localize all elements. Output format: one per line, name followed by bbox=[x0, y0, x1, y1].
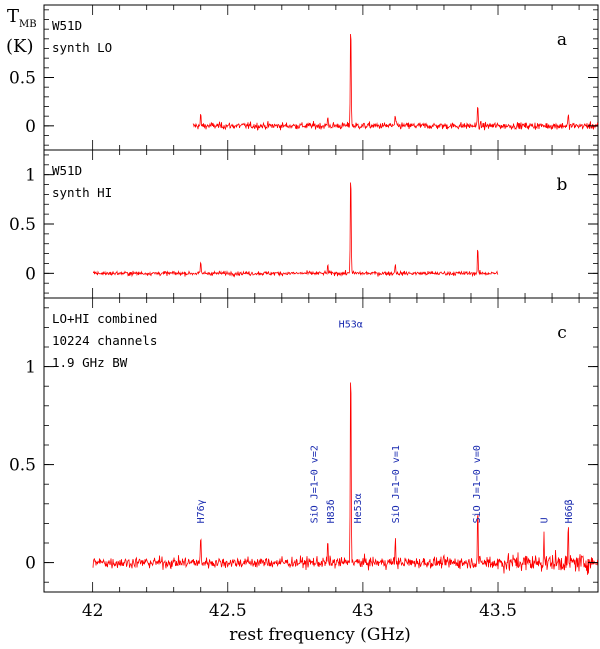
panel-b-ytick-label: 1 bbox=[25, 166, 36, 186]
panel-c-line-label: U bbox=[540, 517, 551, 523]
panel-b-ytick-label: 0.5 bbox=[9, 215, 36, 235]
panel-c-line-label: SiO J=1−0 v=0 bbox=[472, 445, 483, 523]
y-axis-unit: (K) bbox=[6, 36, 34, 57]
x-tick-label: 42.5 bbox=[209, 601, 247, 621]
panel-b-letter: b bbox=[557, 175, 568, 195]
panel-c-spectrum-line bbox=[92, 382, 599, 575]
x-axis-label: rest frequency (GHz) bbox=[229, 625, 411, 645]
panel-c-ytick-label: 0 bbox=[25, 554, 36, 574]
panel-c-ytick-label: 1 bbox=[25, 358, 36, 378]
spectra-layer bbox=[92, 33, 599, 575]
panel-c-title-line: 1.9 GHz BW bbox=[52, 355, 128, 370]
panel-a-letter: a bbox=[557, 30, 567, 50]
panel-b-title-line: synth HI bbox=[52, 185, 112, 200]
panel-c-line-label: H76γ bbox=[196, 499, 207, 523]
x-tick-label: 43.5 bbox=[479, 601, 517, 621]
panel-c-letter: c bbox=[557, 323, 567, 343]
panel-a-ytick-label: 0.5 bbox=[9, 69, 36, 89]
panel-b-ytick-label: 0 bbox=[25, 264, 36, 284]
panel-b-spectrum-line bbox=[93, 182, 499, 278]
panel-c-title-line: 10224 channels bbox=[52, 333, 157, 348]
panel-c-line-label: He53α bbox=[353, 493, 364, 523]
panel-a-title-line: W51D bbox=[52, 18, 82, 33]
tick-layer: 0 0.5 0 0.5 1 0 0.5 1 42 42.5 43 43.5 bbox=[9, 5, 598, 621]
panel-c-line-label: SiO J=1−0 v=1 bbox=[391, 445, 402, 523]
panel-a-title-line: synth LO bbox=[52, 40, 112, 55]
panel-b-title-line: W51D bbox=[52, 163, 82, 178]
y-axis-subscript: MB bbox=[19, 19, 37, 30]
y-axis-symbol: T bbox=[7, 6, 19, 27]
panel-a-spectrum-line bbox=[192, 33, 599, 131]
panel-c-line-label: SiO J=1−0 v=2 bbox=[310, 445, 321, 523]
panel-c-ytick-label: 0.5 bbox=[9, 456, 36, 476]
panel-c-title-line: LO+HI combined bbox=[52, 311, 157, 326]
x-tick-label: 42 bbox=[82, 601, 104, 621]
label-layer: W51D synth LO a W51D synth HI b LO+HI combined… bbox=[52, 18, 575, 523]
panel-a-ytick-label: 0 bbox=[25, 117, 36, 137]
panel-c-top-line-label: H53α bbox=[339, 319, 363, 330]
plot-frame bbox=[43, 4, 599, 593]
panel-b-frame bbox=[43, 149, 599, 299]
panel-c-line-label: H66β bbox=[564, 499, 575, 523]
panel-c-line-label: H83δ bbox=[326, 499, 337, 523]
x-tick-label: 43 bbox=[352, 601, 374, 621]
